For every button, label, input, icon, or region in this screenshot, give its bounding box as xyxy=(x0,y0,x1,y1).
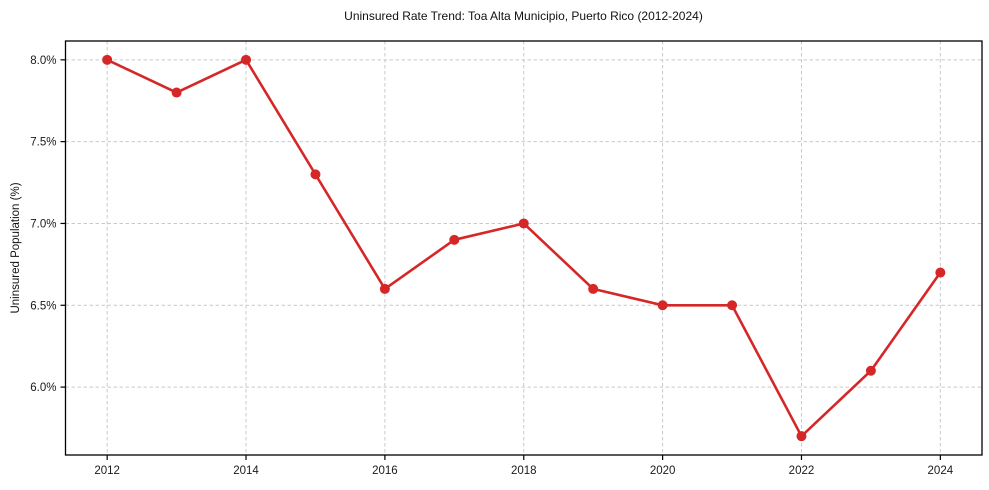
data-point xyxy=(449,234,460,245)
data-point xyxy=(865,365,876,376)
data-point xyxy=(379,283,390,294)
x-tick-label: 2014 xyxy=(233,465,259,477)
x-tick-label: 2018 xyxy=(511,465,537,477)
y-tick-label: 7.0% xyxy=(30,218,56,230)
data-point xyxy=(727,300,738,311)
data-point xyxy=(518,218,529,229)
data-point xyxy=(796,431,807,442)
data-point xyxy=(588,283,599,294)
y-tick-label: 6.0% xyxy=(30,382,56,394)
chart-title: Uninsured Rate Trend: Toa Alta Municipio… xyxy=(344,9,703,23)
x-tick-label: 2020 xyxy=(650,465,676,477)
data-point xyxy=(657,300,668,311)
y-tick-label: 6.5% xyxy=(30,300,56,312)
x-tick-label: 2016 xyxy=(372,465,398,477)
y-tick-label: 8.0% xyxy=(30,55,56,67)
data-point xyxy=(241,54,252,65)
x-tick-label: 2024 xyxy=(928,465,954,477)
data-point xyxy=(310,169,321,180)
data-point xyxy=(102,54,113,65)
data-point xyxy=(935,267,946,278)
data-point xyxy=(171,87,182,98)
x-tick-label: 2022 xyxy=(789,465,815,477)
y-axis-label: Uninsured Population (%) xyxy=(10,182,22,314)
y-tick-label: 7.5% xyxy=(30,137,56,149)
x-tick-label: 2012 xyxy=(94,465,120,477)
